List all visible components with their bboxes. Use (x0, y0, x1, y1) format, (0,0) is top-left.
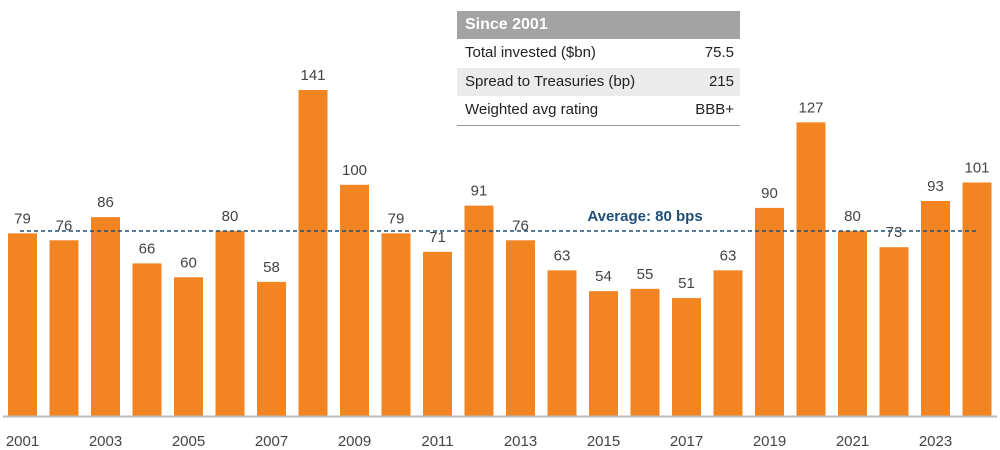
bar (49, 240, 79, 416)
row-label: Weighted avg rating (465, 101, 599, 118)
data-label: 76 (512, 217, 529, 234)
table-row: Weighted avg rating BBB+ (457, 96, 740, 125)
table-row: Total invested ($bn) 75.5 (457, 39, 740, 68)
data-label: 73 (886, 224, 903, 241)
x-tick-label: 2011 (421, 433, 453, 450)
x-tick-label: 2019 (753, 433, 786, 450)
table-row: Spread to Treasuries (bp) 215 (457, 67, 740, 96)
data-label: 76 (56, 217, 73, 234)
bar (91, 217, 120, 416)
data-label: 91 (471, 183, 488, 200)
bar (340, 184, 369, 416)
bar (796, 122, 826, 416)
x-tick-label: 2021 (836, 433, 869, 450)
bar (298, 90, 328, 416)
summary-table: Since 2001 Total invested ($bn) 75.5 Spr… (457, 11, 740, 126)
data-label: 55 (637, 266, 654, 283)
bar (962, 182, 992, 416)
data-label: 90 (761, 185, 778, 202)
data-label: 80 (222, 208, 239, 225)
bar (381, 233, 411, 416)
bar (630, 288, 660, 416)
x-tick-label: 2007 (255, 433, 288, 450)
data-label: 79 (388, 210, 405, 227)
table-title: Since 2001 (457, 11, 740, 39)
bar (755, 207, 784, 416)
x-tick-label: 2013 (504, 433, 537, 450)
row-value: 75.5 (704, 44, 734, 61)
x-tick-label: 2003 (89, 433, 122, 450)
bar (672, 298, 701, 416)
data-label: 66 (139, 240, 156, 257)
bar (215, 231, 245, 416)
data-label: 141 (300, 67, 325, 84)
data-label: 86 (97, 194, 114, 211)
bar (423, 251, 452, 416)
x-tick-label: 2001 (6, 433, 39, 450)
x-tick-label: 2015 (587, 433, 620, 450)
average-label: Average: 80 bps (587, 208, 702, 225)
x-tick-label: 2005 (172, 433, 205, 450)
bar (506, 240, 535, 416)
x-tick-label: 2017 (670, 433, 703, 450)
data-label: 60 (180, 254, 197, 271)
data-label: 80 (844, 208, 861, 225)
bar (589, 291, 618, 416)
data-label: 93 (927, 178, 944, 195)
data-label: 127 (798, 99, 823, 116)
bar (879, 247, 909, 416)
bar (257, 281, 286, 416)
row-value: 215 (708, 72, 734, 90)
bar (921, 200, 950, 416)
data-label: 58 (263, 259, 280, 276)
data-label: 54 (595, 268, 612, 285)
x-tick-label: 2023 (919, 433, 952, 450)
row-label: Total invested ($bn) (465, 44, 596, 61)
x-tick-label: 2009 (338, 433, 371, 450)
data-label: 51 (678, 275, 695, 292)
bar (838, 231, 867, 416)
bar (713, 270, 743, 416)
data-label: 101 (964, 159, 989, 176)
data-label: 63 (720, 247, 737, 264)
data-label: 63 (554, 247, 571, 264)
bar (547, 270, 577, 416)
bar (132, 263, 162, 416)
row-label: Spread to Treasuries (bp) (465, 72, 636, 90)
data-label: 79 (14, 210, 31, 227)
data-label: 100 (342, 162, 367, 179)
bar (174, 277, 203, 416)
data-label: 71 (429, 229, 446, 246)
bar (8, 233, 37, 416)
bar (464, 205, 494, 416)
row-value: BBB+ (695, 101, 734, 118)
